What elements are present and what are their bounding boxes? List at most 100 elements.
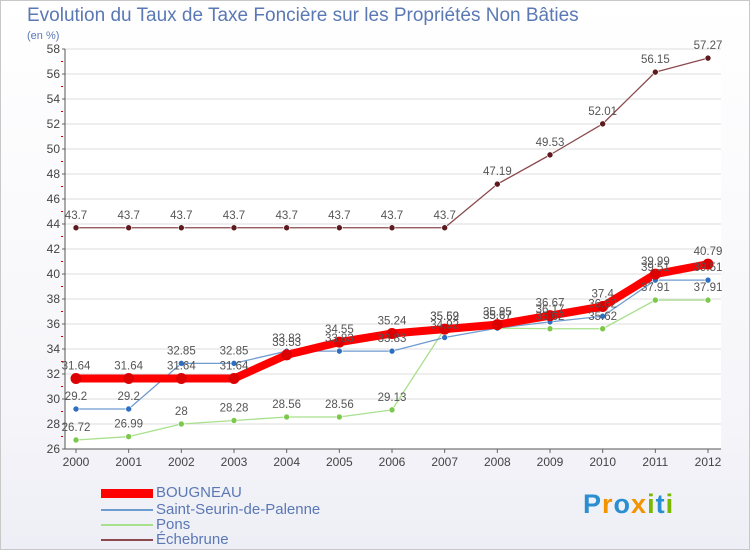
data-label: 32.85 (220, 345, 249, 357)
proxiti-logo[interactable]: Proxiti (583, 489, 674, 520)
y-tick-label: 52 (47, 117, 61, 131)
data-label: 33.83 (378, 333, 407, 345)
y-tick-label: 26 (47, 442, 61, 456)
data-label: 35.62 (430, 311, 459, 323)
data-label: 33.83 (325, 333, 354, 345)
axes: 26 28 30 32 34 36 38 40 42 44 46 48 50 52 54 56 58 2000 20… (47, 42, 722, 469)
grid-lines (65, 48, 721, 450)
data-label: 28.28 (220, 403, 249, 415)
legend-label: Pons (156, 516, 191, 533)
data-point (704, 296, 712, 304)
data-point (72, 224, 80, 232)
data-point (704, 276, 712, 284)
data-point (544, 310, 556, 322)
data-label: 35.67 (483, 310, 512, 322)
data-point (333, 336, 345, 348)
legend-swatch (101, 488, 153, 498)
data-label: 28.56 (272, 399, 301, 411)
data-label: 39.51 (694, 262, 723, 274)
x-tick-label: 2000 (63, 455, 90, 469)
data-point (546, 325, 554, 333)
data-label: 29.13 (378, 392, 407, 404)
data-label: 32.85 (167, 345, 196, 357)
y-unit-label: (en %) (27, 30, 60, 42)
data-label: 56.15 (641, 54, 670, 66)
logo-letter: t (655, 489, 666, 519)
legend-swatch (101, 539, 153, 541)
data-label: 43.7 (275, 210, 297, 222)
data-point (125, 224, 132, 232)
data-point (281, 349, 293, 361)
x-tick-label: 2011 (642, 455, 668, 469)
data-point (283, 224, 290, 232)
data-label: 36.62 (588, 298, 617, 310)
data-label: 33.83 (272, 333, 301, 345)
legend-item-saint-seurin[interactable]: Saint-Seurin-de-Palenne (101, 502, 320, 518)
legend-item-echebrune[interactable]: Échebrune (101, 532, 229, 548)
data-label: 28 (175, 406, 188, 418)
data-point (597, 301, 609, 312)
data-point (72, 436, 80, 444)
data-point (704, 54, 712, 62)
data-label: 31.64 (167, 361, 196, 373)
y-tick-label: 34 (47, 342, 61, 356)
data-label: 35.95 (483, 307, 512, 319)
data-label: 39.99 (641, 256, 670, 268)
data-label: 36.67 (536, 298, 565, 310)
x-tick-label: 2006 (379, 455, 406, 469)
y-tick-label: 56 (47, 67, 61, 81)
y-tick-label: 38 (47, 292, 61, 306)
data-point (123, 373, 135, 384)
data-label: 43.7 (170, 210, 192, 222)
data-point (491, 319, 503, 331)
chart-title: Evolution du Taux de Taxe Foncière sur l… (27, 5, 579, 26)
data-point (336, 413, 343, 421)
x-tick-label: 2001 (115, 455, 142, 469)
y-tick-label: 46 (47, 192, 61, 206)
data-point (125, 433, 132, 440)
data-point (336, 347, 343, 355)
x-tick-label: 2010 (589, 455, 616, 469)
data-label: 31.64 (220, 361, 249, 373)
y-tick-label: 32 (47, 367, 61, 381)
x-tick-label: 2005 (326, 455, 353, 469)
data-label: 34.92 (430, 320, 459, 332)
y-tick-label: 48 (47, 167, 61, 181)
legend-swatch (101, 524, 153, 526)
data-label: 52.01 (588, 106, 617, 118)
data-label: 33.53 (272, 337, 301, 349)
data-point (599, 325, 606, 333)
data-point (178, 420, 185, 428)
legend-label: Saint-Seurin-de-Palenne (156, 501, 321, 518)
data-label: 43.7 (223, 210, 245, 222)
x-tick-label: 2008 (484, 455, 511, 469)
data-label: 31.64 (114, 361, 143, 373)
legend-item-bougneau[interactable]: BOUGNEAU (101, 485, 242, 501)
logo-letter: i (665, 489, 675, 519)
data-point (283, 413, 290, 421)
logo-letter: r (602, 489, 614, 519)
y-tick-label: 28 (47, 417, 61, 431)
legend-item-pons[interactable]: Pons (101, 517, 190, 533)
data-point (230, 417, 238, 424)
y-tick-label: 36 (47, 317, 61, 331)
data-label: 29.2 (65, 391, 87, 403)
logo-letter: o (613, 489, 632, 519)
data-point (441, 224, 448, 232)
x-tick-label: 2012 (695, 455, 722, 469)
data-label: 43.7 (117, 210, 139, 222)
data-label: 57.27 (694, 40, 723, 52)
logo-letter: i (647, 489, 656, 519)
x-tick-label: 2007 (431, 455, 458, 469)
data-label: 43.7 (381, 210, 403, 222)
logo-letter: P (583, 489, 603, 519)
data-label: 35.59 (430, 311, 459, 323)
data-label: 37.91 (641, 282, 670, 294)
data-label: 47.19 (483, 166, 512, 178)
data-label: 35.62 (536, 311, 565, 323)
data-label: 28.56 (325, 399, 354, 411)
data-label: 35.24 (378, 316, 407, 328)
data-label: 39.51 (641, 262, 670, 274)
data-point (228, 373, 240, 384)
